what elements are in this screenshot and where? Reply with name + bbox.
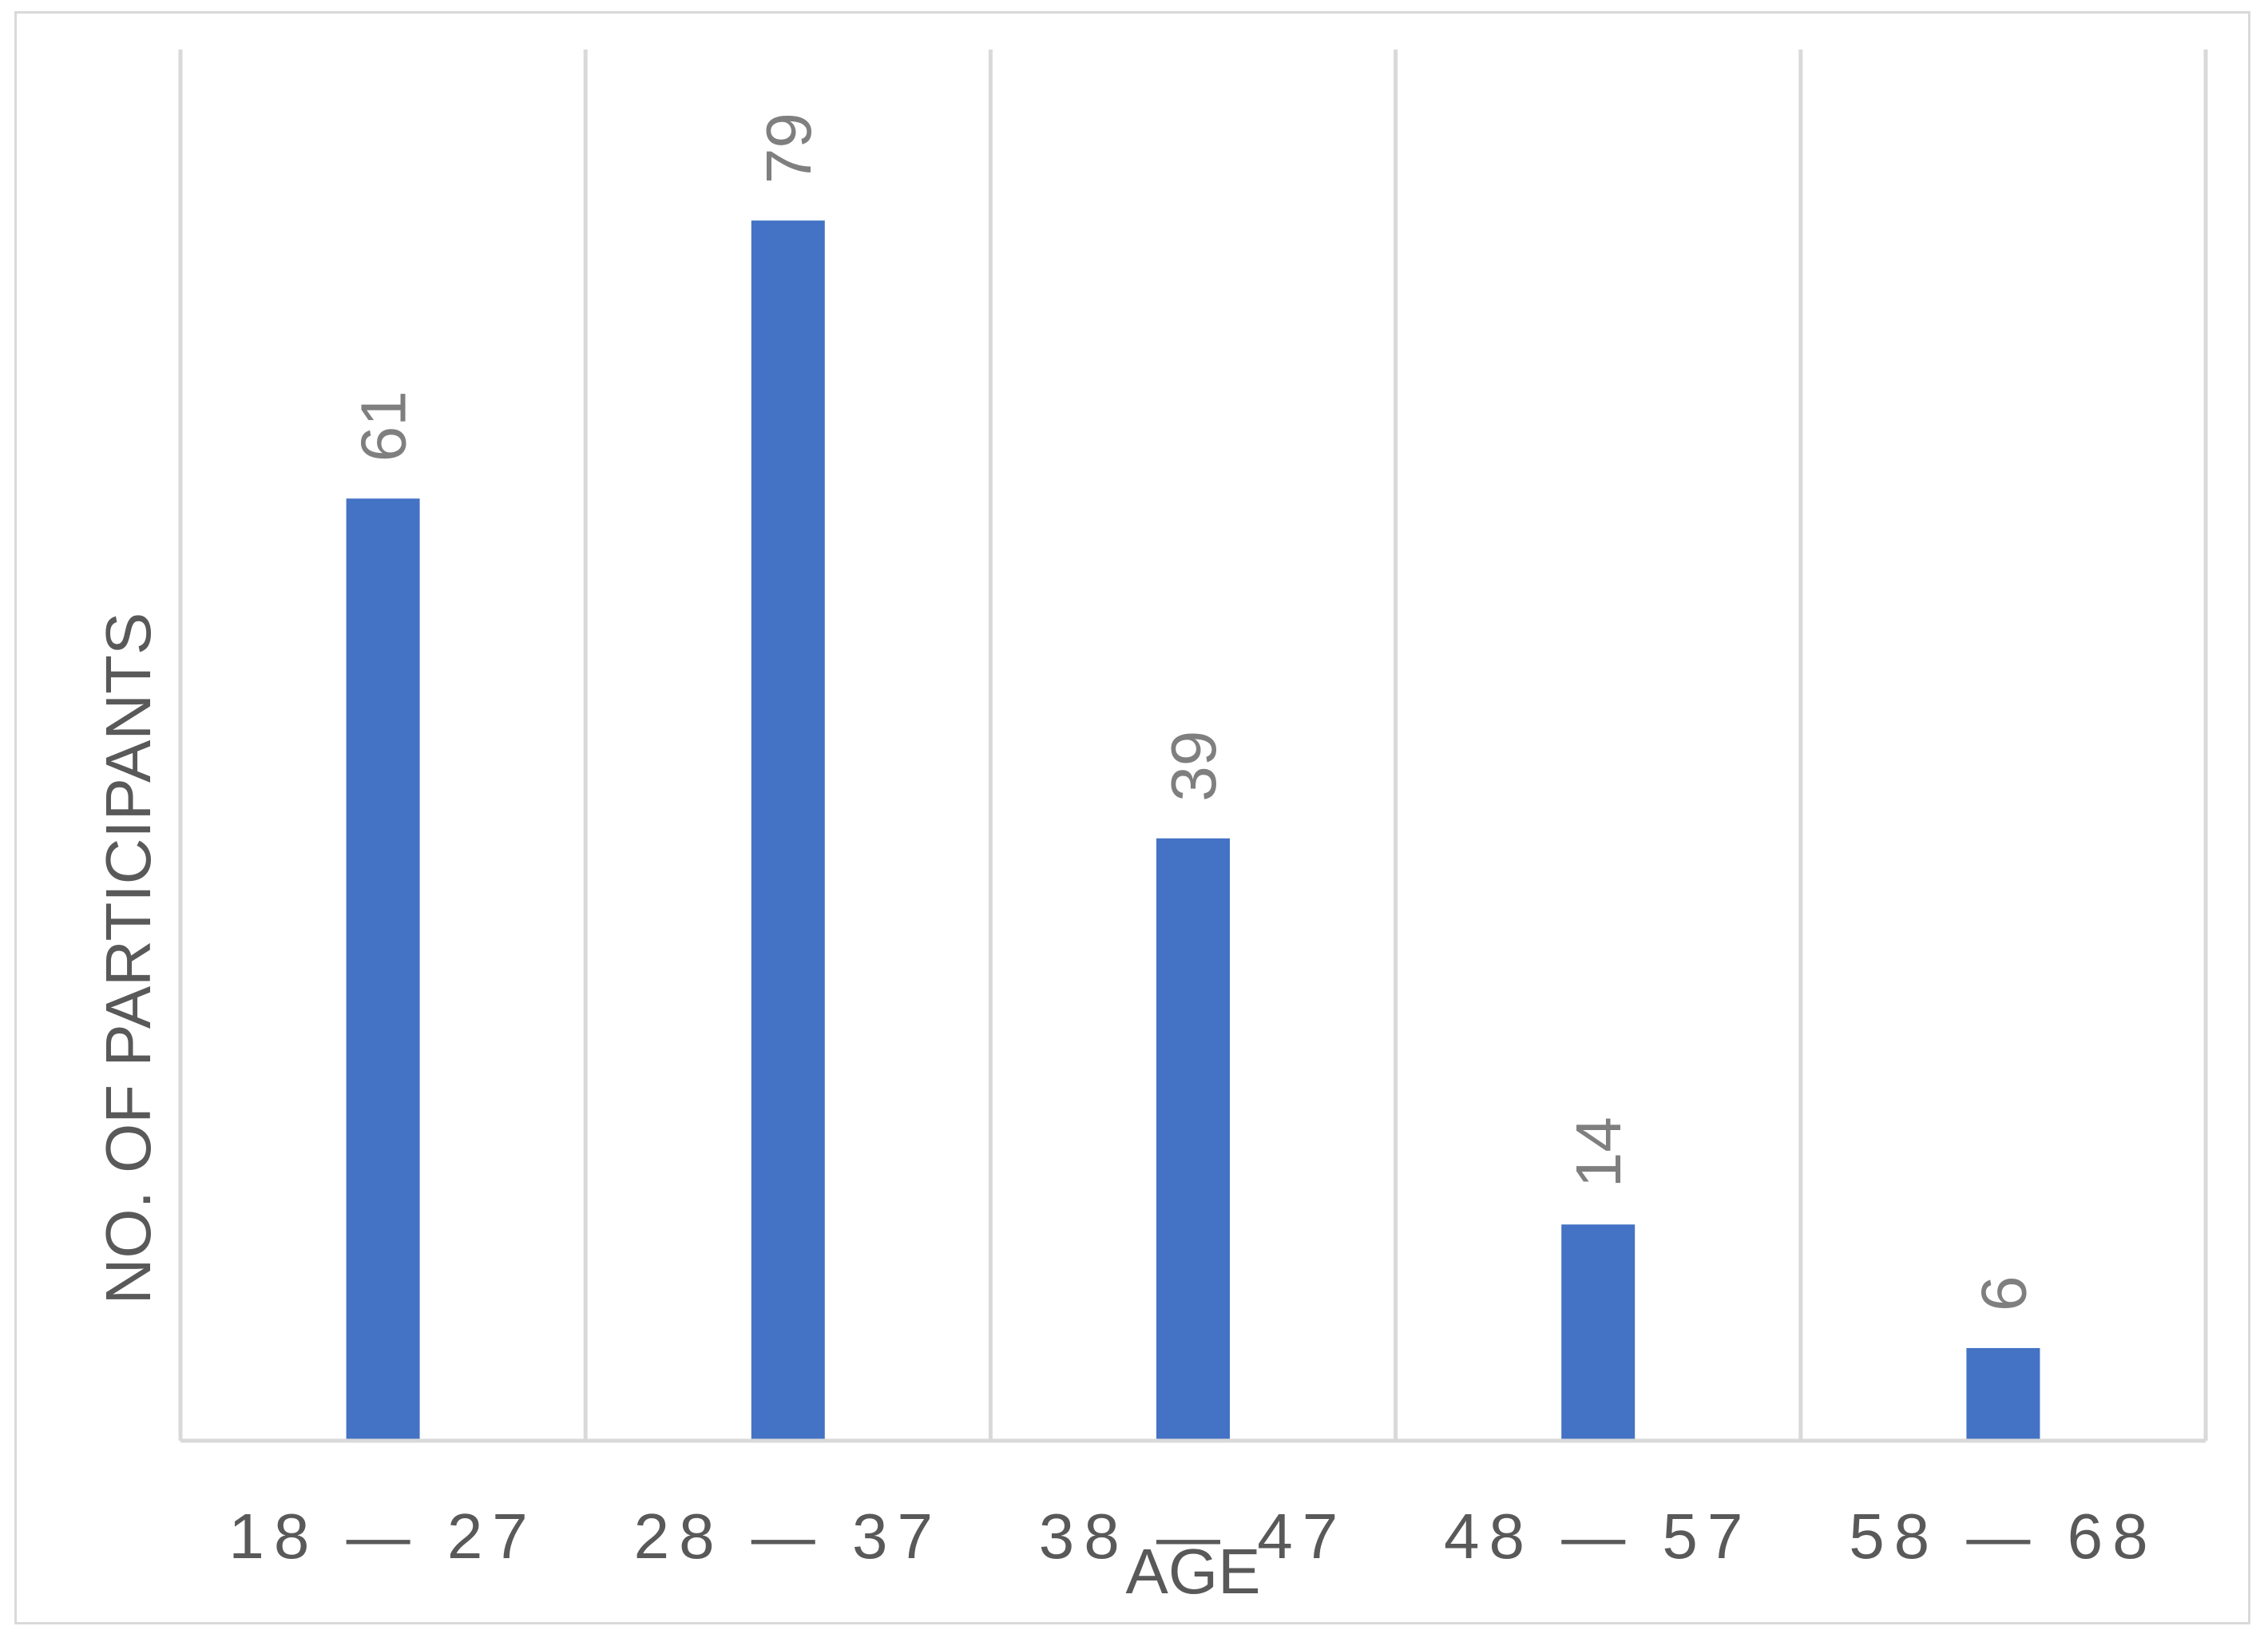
- x-tick-labels: 18 — 27 28 — 37 38 — 47 48 — 57 58 — 68: [228, 1501, 2157, 1572]
- data-label: 6: [1968, 1275, 2039, 1311]
- x-tick-label: 18 — 27: [228, 1501, 537, 1572]
- data-label: 61: [348, 391, 419, 462]
- bar: [1156, 838, 1230, 1441]
- bar: [751, 220, 825, 1441]
- x-axis-title: AGE: [1126, 1536, 1261, 1607]
- bar: [1561, 1224, 1636, 1441]
- bars: [346, 220, 2040, 1441]
- data-labels: 61 79 39 14 6: [348, 113, 2040, 1311]
- gridlines: [178, 50, 2208, 1441]
- bar: [1966, 1347, 2040, 1441]
- x-tick-label: 58 — 68: [1849, 1501, 2157, 1572]
- data-label: 39: [1158, 731, 1229, 802]
- y-axis-title: NO. OF PARTICIPANTS: [93, 613, 164, 1305]
- data-label: 79: [753, 113, 824, 184]
- x-tick-label: 48 — 57: [1444, 1501, 1752, 1572]
- data-label: 14: [1563, 1116, 1634, 1188]
- x-tick-label: 28 — 37: [634, 1501, 942, 1572]
- bar: [346, 498, 420, 1441]
- x-tick-label: 38 — 47: [1039, 1501, 1347, 1572]
